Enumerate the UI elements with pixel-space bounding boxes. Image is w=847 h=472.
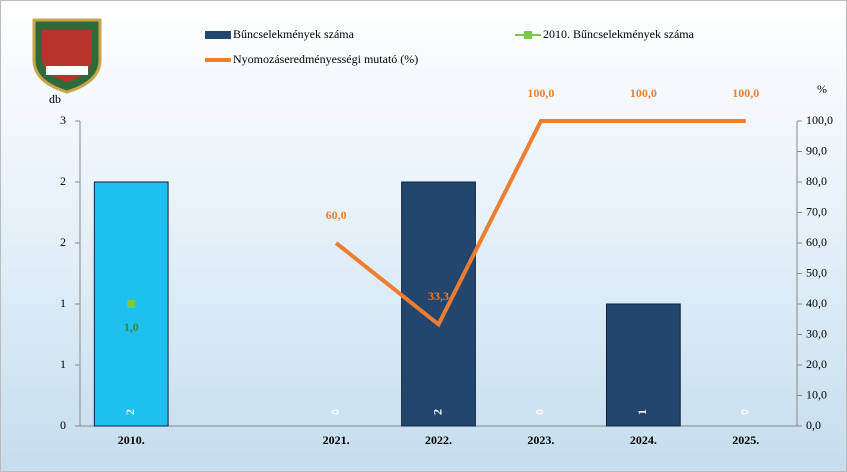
y2-tick-label: 40,0 [806,296,827,310]
y-tick-label: 3 [60,113,66,127]
y2-tick-label: 50,0 [806,265,827,279]
line-value-label: 100,0 [527,86,554,100]
y-axis-label: db [49,92,61,106]
y2-tick-label: 80,0 [806,174,827,188]
line-value-label: 100,0 [630,86,657,100]
bar-value-label: 0 [533,409,547,415]
marker-value-label: 1,0 [124,320,139,334]
y2-tick-label: 10,0 [806,387,827,401]
x-tick-label: 2010. [118,433,145,447]
x-tick-label: 2025. [732,433,759,447]
bar-value-label: 0 [328,409,342,415]
y-tick-label: 2 [60,235,66,249]
x-tick-label: 2023. [527,433,554,447]
y2-tick-label: 100,0 [806,113,833,127]
legend-swatch [205,31,231,39]
bar-value-label: 0 [738,409,752,415]
y2-axis-label: % [817,82,827,96]
legend-label: 2010. Bűncselekmények száma [543,27,695,41]
x-tick-label: 2021. [323,433,350,447]
x-tick-label: 2024. [630,433,657,447]
y2-tick-label: 20,0 [806,357,827,371]
y2-tick-label: 0,0 [806,418,821,432]
line-value-label: 60,0 [326,208,347,222]
y-tick-label: 1 [60,296,66,310]
bar [605,303,681,427]
x-tick-label: 2022. [425,433,452,447]
bar-value-label: 2 [123,409,137,415]
bar-value-label: 2 [430,409,444,415]
legend-label: Nyomozáseredményességi mutató (%) [233,52,418,66]
y2-tick-label: 70,0 [806,204,827,218]
y-tick-label: 1 [60,357,66,371]
y-tick-label: 0 [60,418,66,432]
legend-swatch [524,31,532,39]
y2-tick-label: 30,0 [806,326,827,340]
y2-tick-label: 90,0 [806,143,827,157]
line-value-label: 33,3 [428,289,449,303]
legend-label: Bűncselekmények száma [233,27,355,41]
y-tick-label: 2 [60,174,66,188]
line [334,119,746,328]
logo [32,18,102,94]
bar-value-label: 1 [635,409,649,415]
marker [127,300,136,308]
y2-tick-label: 60,0 [806,235,827,249]
line-value-label: 100,0 [732,86,759,100]
